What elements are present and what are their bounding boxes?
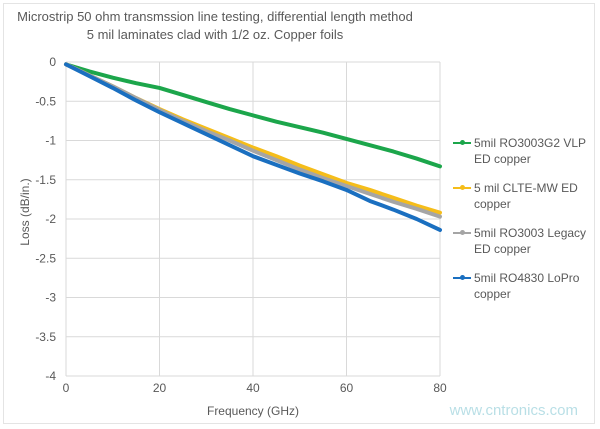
y-tick-label: -2.5 xyxy=(35,251,56,265)
y-tick-label: 0 xyxy=(49,55,56,69)
y-tick-label: -4 xyxy=(45,369,56,383)
y-axis-label: Loss (dB/in.) xyxy=(18,178,32,246)
x-tick-label: 20 xyxy=(153,381,167,395)
y-tick-label: -2 xyxy=(45,212,56,226)
y-tick-label: -1 xyxy=(45,134,56,148)
watermark: www.cntronics.com xyxy=(449,402,578,419)
chart-subtitle: 5 mil laminates clad with 1/2 oz. Copper… xyxy=(86,27,344,42)
legend-item: 5mil RO3003 Legacy ED copper xyxy=(452,225,592,257)
chart-title-block: Microstrip 50 ohm transmssion line testi… xyxy=(0,8,430,44)
chart-title: Microstrip 50 ohm transmssion line testi… xyxy=(17,9,413,24)
legend-swatch xyxy=(452,180,474,196)
legend: 5mil RO3003G2 VLP ED copper 5 mil CLTE-MW… xyxy=(452,135,592,315)
y-tick-label: -3.5 xyxy=(35,330,56,344)
x-tick-label: 80 xyxy=(433,381,447,395)
legend-swatch xyxy=(452,135,474,151)
y-tick-label: -0.5 xyxy=(35,94,56,108)
legend-swatch xyxy=(452,270,474,286)
y-tick-label: -3 xyxy=(45,291,56,305)
legend-item: 5mil RO3003G2 VLP ED copper xyxy=(452,135,592,167)
series-line-4 xyxy=(64,62,442,232)
x-tick-label: 40 xyxy=(246,381,260,395)
legend-label: 5mil RO4830 LoPro copper xyxy=(474,271,580,301)
chart-frame xyxy=(3,3,595,424)
legend-item: 5 mil CLTE-MW ED copper xyxy=(452,180,592,212)
legend-label: 5 mil CLTE-MW ED copper xyxy=(474,181,578,211)
legend-label: 5mil RO3003 Legacy ED copper xyxy=(474,226,587,256)
x-tick-label: 60 xyxy=(340,381,354,395)
legend-swatch xyxy=(452,225,474,241)
y-tick-label: -1.5 xyxy=(35,173,56,187)
series-line-1 xyxy=(64,62,442,169)
legend-item: 5mil RO4830 LoPro copper xyxy=(452,270,592,302)
x-axis-label: Frequency (GHz) xyxy=(206,404,300,418)
legend-label: 5mil RO3003G2 VLP ED copper xyxy=(474,136,586,166)
x-tick-label: 0 xyxy=(63,381,70,395)
